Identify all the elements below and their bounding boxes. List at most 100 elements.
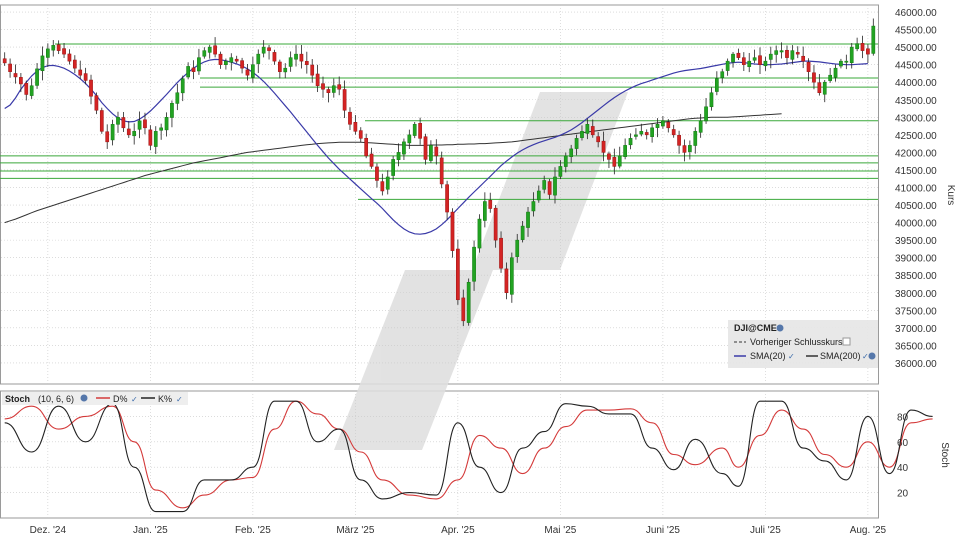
candle-body: [348, 111, 352, 125]
candle-body: [99, 110, 104, 132]
candle-body: [8, 63, 12, 72]
candle-body: [105, 131, 110, 143]
legend-checkbox: [842, 337, 851, 346]
candle-body: [580, 131, 584, 138]
candles: [2, 18, 876, 327]
candle-body: [143, 119, 147, 129]
candle-body: [822, 81, 827, 95]
candle-body: [655, 124, 660, 128]
candle-body: [688, 145, 692, 152]
candle-body: [191, 67, 196, 72]
x-tick-label: Dez. '24: [30, 525, 67, 536]
candle-body: [391, 159, 395, 176]
legend-settings-icon: [868, 352, 876, 360]
candle-body: [693, 131, 698, 146]
legend-check-icon: ✓: [176, 395, 183, 404]
price-axis-title: Kurs: [945, 185, 956, 206]
price-tick-label: 45000.00: [895, 43, 937, 54]
candle-body: [229, 57, 234, 63]
candle-body: [871, 25, 876, 54]
candle-body: [137, 120, 142, 130]
candle-body: [612, 157, 617, 167]
legend-title: DJI@CME: [734, 323, 777, 333]
x-tick-label: Juli '25: [750, 525, 781, 536]
candle-body: [412, 124, 417, 136]
candle-body: [698, 120, 703, 133]
legend-title-icon: [776, 324, 784, 332]
candle-body: [569, 148, 574, 157]
candle-body: [288, 57, 293, 67]
candle-body: [72, 59, 77, 69]
candle-body: [866, 48, 870, 55]
price-tick-label: 38500.00: [895, 271, 937, 282]
candle-body: [385, 176, 390, 190]
candle-body: [752, 57, 757, 61]
candle-body: [272, 52, 277, 62]
candle-body: [159, 127, 164, 131]
price-tick-label: 46000.00: [895, 8, 937, 19]
candle-body: [164, 117, 169, 131]
candle-body: [396, 152, 401, 161]
candle-body: [267, 47, 271, 51]
candle-body: [364, 137, 369, 157]
legend-check-icon: ✓: [862, 352, 869, 361]
candle-body: [617, 155, 622, 167]
candle-body: [94, 95, 99, 111]
legend-sma200-label: SMA(200): [820, 351, 861, 361]
price-tick-label: 44000.00: [895, 78, 937, 89]
watermark-bar-upper: [472, 92, 628, 270]
candle-body: [304, 61, 309, 65]
candle-body: [358, 130, 363, 139]
candle-body: [849, 46, 854, 64]
x-tick-label: Jan. '25: [133, 525, 168, 536]
candle-body: [78, 69, 83, 76]
candle-body: [299, 53, 304, 62]
candle-body: [844, 60, 849, 63]
legend-prev-close-label: Vorheriger Schlusskurs: [750, 337, 843, 347]
candle-body: [67, 53, 72, 62]
price-tick-label: 45500.00: [895, 26, 937, 37]
candle-body: [774, 50, 779, 55]
candle-body: [310, 64, 315, 76]
sma200-line: [4, 113, 782, 224]
candle-body: [806, 61, 811, 72]
sma20-line: [4, 58, 868, 235]
x-tick-label: Aug. '25: [850, 525, 887, 536]
candle-body: [429, 145, 433, 161]
candle-body: [741, 57, 746, 65]
stoch-title: Stoch: [5, 394, 30, 404]
candle-body: [714, 78, 719, 92]
candle-body: [639, 131, 644, 135]
price-tick-label: 40000.00: [895, 219, 937, 230]
x-tick-label: Juni '25: [646, 525, 681, 536]
candle-body: [2, 58, 7, 64]
candle-body: [132, 131, 137, 137]
price-tick-label: 36500.00: [895, 341, 937, 352]
candle-body: [434, 146, 439, 157]
candle-body: [542, 180, 547, 190]
candle-body: [240, 60, 244, 69]
candle-body: [375, 166, 379, 181]
candle-body: [515, 239, 520, 257]
candle-body: [13, 73, 18, 78]
candle-body: [46, 48, 50, 58]
candle-body: [833, 67, 838, 78]
candle-body: [418, 123, 422, 139]
candle-body: [277, 61, 282, 72]
candle-body: [596, 136, 601, 143]
candle-body: [207, 46, 212, 53]
price-tick-label: 42500.00: [895, 131, 937, 142]
candle-body: [402, 141, 406, 155]
candle-body: [294, 53, 298, 60]
candle-body: [704, 106, 708, 122]
candle-body: [466, 281, 471, 323]
candle-body: [29, 85, 34, 96]
candle-body: [224, 60, 228, 65]
candle-body: [488, 200, 493, 209]
candle-body: [56, 44, 61, 51]
legend-check-icon: ✓: [788, 352, 795, 361]
candle-body: [89, 79, 93, 97]
candle-body: [817, 82, 822, 93]
watermark-logo: [334, 92, 628, 450]
candle-body: [450, 211, 455, 251]
